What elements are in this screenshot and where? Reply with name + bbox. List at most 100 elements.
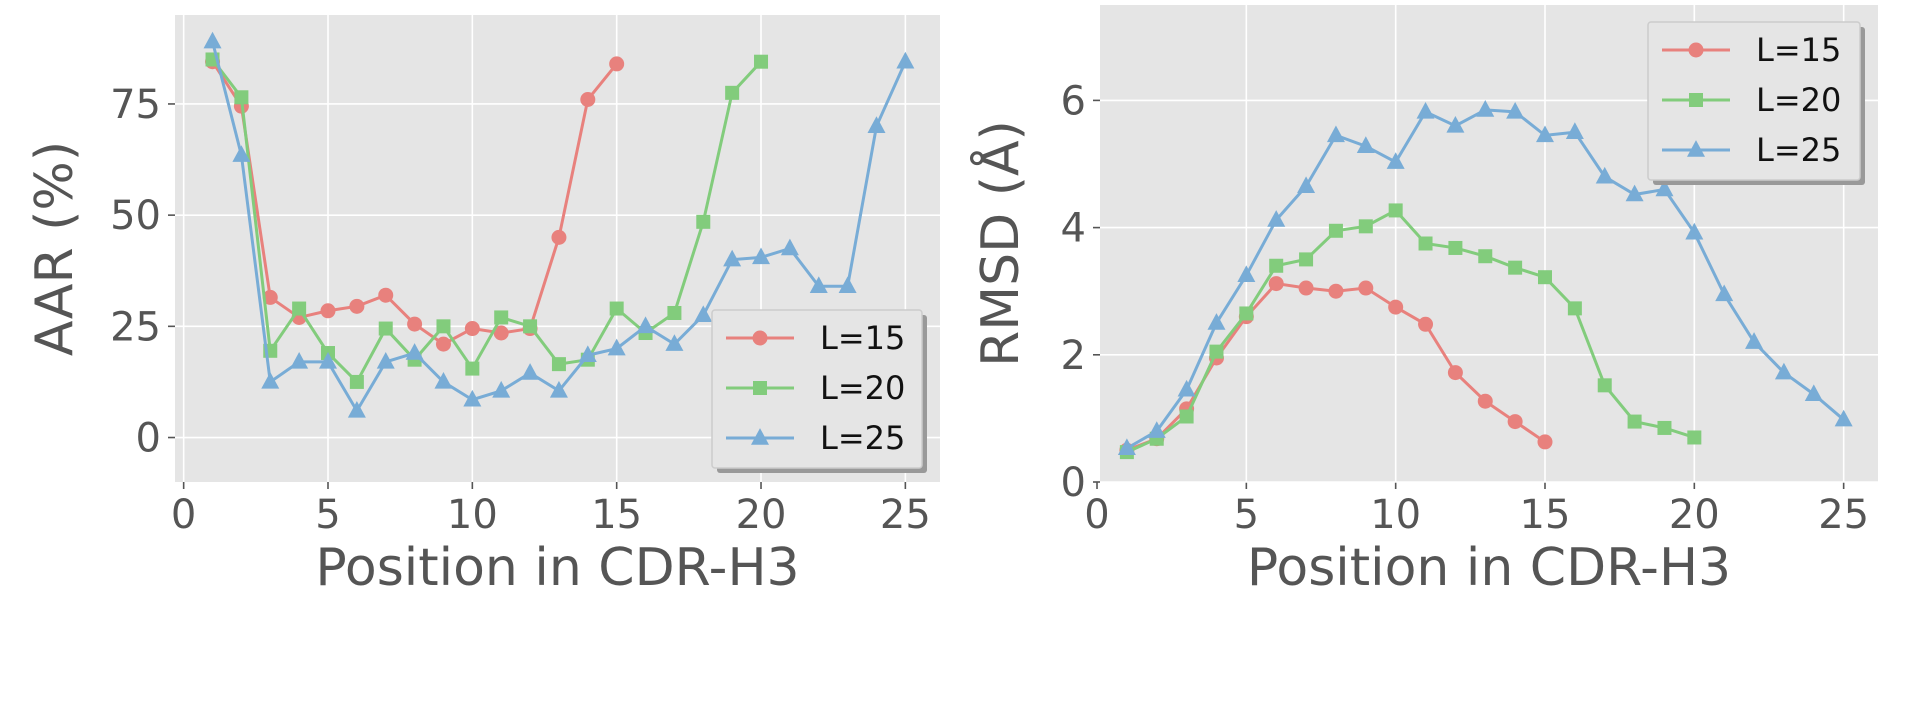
data-point — [1687, 430, 1702, 445]
data-point — [407, 316, 423, 332]
legend-label: L=25 — [820, 419, 905, 457]
x-tick-label: 20 — [736, 492, 787, 538]
data-point — [1627, 414, 1642, 429]
x-tick-label: 15 — [1520, 492, 1571, 538]
data-point — [549, 380, 568, 398]
data-point — [523, 319, 538, 334]
data-point — [1597, 378, 1612, 393]
data-point — [349, 374, 364, 389]
y-tick-label: 0 — [136, 416, 161, 462]
data-point — [551, 229, 567, 245]
data-point — [1268, 276, 1284, 292]
data-point — [723, 249, 742, 267]
data-point — [1209, 344, 1224, 359]
data-point — [465, 361, 480, 376]
data-point — [1478, 249, 1493, 264]
series-l-25 — [1117, 100, 1853, 456]
data-point — [1297, 176, 1316, 194]
data-point — [1416, 101, 1435, 119]
data-point — [493, 325, 509, 341]
data-point — [464, 321, 480, 337]
data-point — [521, 363, 540, 380]
data-point — [896, 51, 915, 69]
y-tick-label: 6 — [1061, 78, 1086, 124]
legend-marker — [1689, 93, 1703, 107]
data-point — [838, 276, 857, 294]
data-point — [378, 321, 393, 336]
data-point — [1237, 265, 1256, 283]
data-point — [494, 310, 509, 325]
x-tick-label: 10 — [1370, 492, 1421, 538]
y-axis-label: AAR (%) — [25, 141, 85, 356]
data-point — [1657, 420, 1672, 435]
legend-label: L=20 — [1756, 81, 1841, 119]
data-point — [754, 54, 769, 69]
data-point — [1299, 252, 1314, 267]
data-point — [694, 305, 713, 322]
chart-panel-1: 0 5 10 15 20 25 0 25 50 75 Position in CDR-H3 AAR (… — [25, 15, 940, 598]
data-point — [1625, 184, 1644, 202]
data-point — [607, 338, 626, 356]
data-point — [1506, 101, 1525, 119]
y-tick-label: 75 — [110, 82, 161, 128]
data-point — [1117, 438, 1136, 456]
data-point — [1595, 166, 1614, 184]
y-tick-label: 2 — [1061, 333, 1086, 379]
data-point — [436, 319, 451, 334]
data-point — [347, 400, 366, 418]
legend: L=15 L=20 L=25 — [711, 309, 927, 473]
y-axis-label: RMSD (Å) — [969, 120, 1031, 367]
data-point — [1207, 313, 1226, 330]
data-point — [1179, 409, 1194, 424]
data-point — [1715, 284, 1734, 302]
data-point — [1447, 365, 1463, 381]
data-point — [1269, 258, 1284, 273]
data-point — [234, 90, 249, 105]
data-point — [1388, 203, 1403, 218]
data-point — [1834, 409, 1853, 427]
data-point — [1358, 280, 1374, 296]
data-point — [262, 289, 278, 305]
data-point — [1386, 152, 1405, 169]
y-tick-label: 4 — [1061, 206, 1086, 252]
data-point — [551, 357, 566, 372]
data-point — [1177, 379, 1196, 397]
x-axis-label: Position in CDR-H3 — [1247, 538, 1731, 598]
x-tick-label: 15 — [591, 492, 642, 538]
legend-marker — [1688, 42, 1704, 58]
x-tick-label: 20 — [1669, 492, 1720, 538]
x-tick-label: 0 — [171, 492, 196, 538]
y-tick-label: 0 — [1061, 460, 1086, 506]
data-point — [290, 352, 309, 369]
legend-marker — [1687, 140, 1705, 157]
legend-marker — [751, 428, 769, 445]
data-point — [320, 303, 336, 319]
data-point — [1537, 434, 1553, 450]
legend-box — [711, 309, 923, 469]
data-point — [1448, 240, 1463, 255]
data-point — [434, 372, 453, 389]
data-point — [1508, 260, 1523, 275]
data-point — [1358, 219, 1373, 234]
x-tick-label: 5 — [315, 492, 340, 538]
data-point — [1418, 236, 1433, 251]
y-tick-label: 25 — [110, 304, 161, 350]
data-point — [435, 336, 451, 352]
data-point — [1745, 332, 1764, 349]
data-point — [1804, 384, 1823, 401]
data-point — [1147, 421, 1166, 438]
legend-label: L=25 — [1756, 131, 1841, 169]
series-l-20 — [205, 52, 769, 389]
data-point — [809, 276, 828, 294]
data-point — [1328, 223, 1343, 238]
chart-panel-2: 0 5 10 15 20 25 0 2 4 6 Position in CDR-H3 RMSD (Å)… — [969, 5, 1878, 598]
data-point — [609, 56, 625, 72]
data-point — [1537, 270, 1552, 285]
data-point — [1328, 283, 1344, 299]
data-point — [232, 145, 251, 162]
legend-marker — [752, 330, 768, 346]
x-tick-label: 5 — [1234, 492, 1259, 538]
data-point — [1567, 301, 1582, 316]
x-axis-label: Position in CDR-H3 — [315, 538, 799, 598]
